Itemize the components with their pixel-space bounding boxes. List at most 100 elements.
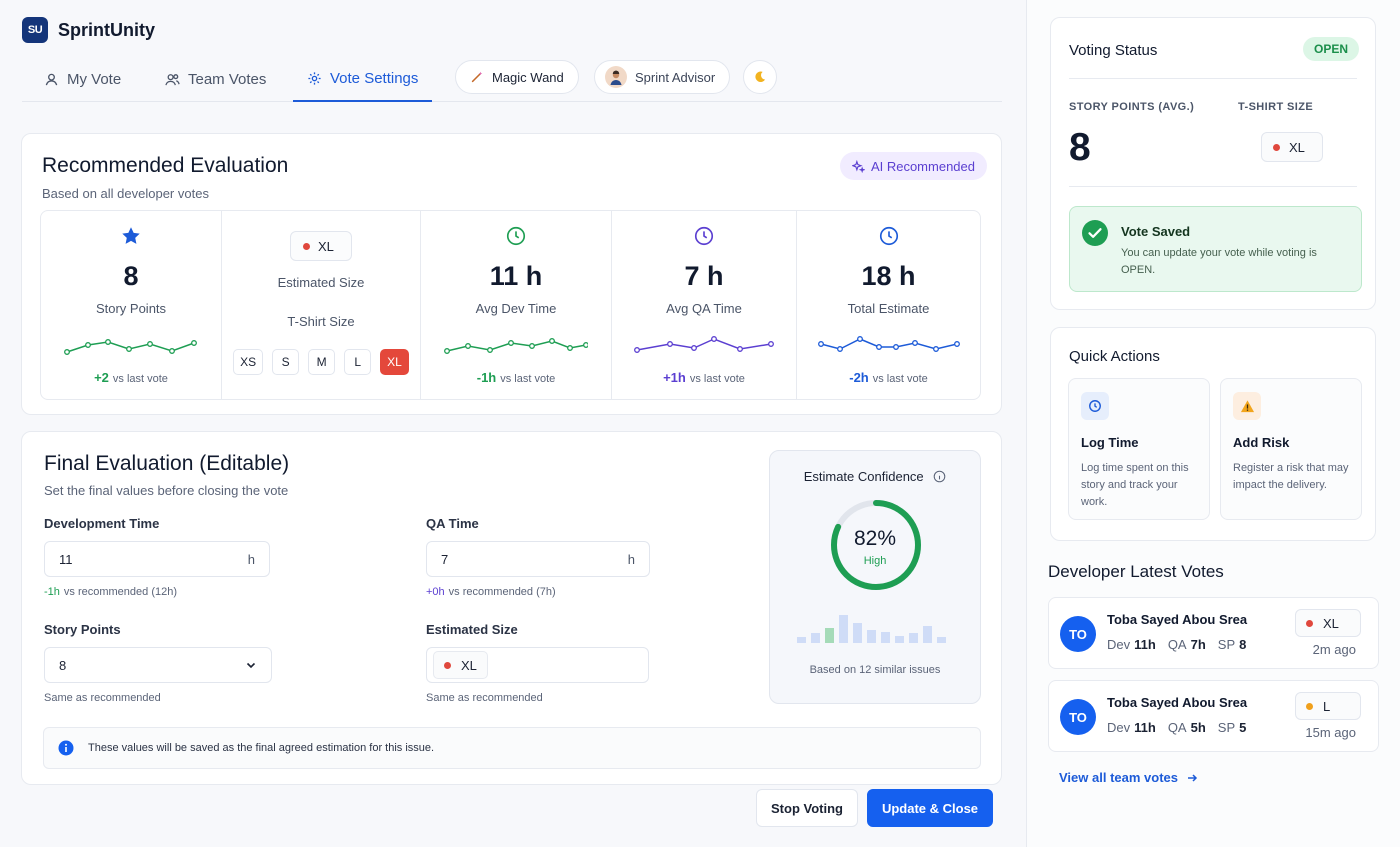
estimate-confidence-panel: Estimate Confidence 82% High Based on (769, 450, 981, 704)
add-risk-icon-wrap (1233, 392, 1261, 420)
ai-recommended-label: AI Recommended (870, 158, 975, 174)
confidence-title: Estimate Confidence (770, 469, 980, 484)
status-size-value: XL (1289, 139, 1305, 155)
info-icon (58, 740, 74, 756)
add-risk-action[interactable]: Add Risk Register a risk that may impact… (1220, 378, 1362, 520)
metric-estimated-size: XL Estimated Size T-Shirt Size XS S M L … (222, 211, 421, 399)
developer-vote-item[interactable]: TO Toba Sayed Abou Srea Dev 11h QA 5h SP 5 … (1048, 680, 1379, 752)
qa-time-input[interactable]: 7 h (426, 541, 650, 577)
tab-team-votes[interactable]: Team Votes (165, 56, 266, 102)
dev-estimate: Dev 11h (1107, 720, 1156, 735)
developer-votes-title: Developer Latest Votes (1048, 562, 1224, 581)
status-badge: OPEN (1302, 37, 1359, 61)
total-estimate-delta: -2h vs last vote (797, 370, 980, 385)
main-panel: SU SprintUnity My Vote Team Votes Vote S… (21, 17, 1002, 827)
ai-recommended-badge: AI Recommended (839, 152, 987, 180)
advisor-avatar (605, 66, 627, 88)
confidence-value: 82% (853, 527, 897, 550)
log-time-action[interactable]: Log Time Log time spent on this story an… (1068, 378, 1210, 520)
story-points-delta-text: vs last vote (112, 373, 168, 385)
tab-bar: My Vote Team Votes Vote Settings (22, 56, 1002, 102)
avg-qa-time-delta-value: +1h (663, 370, 686, 385)
metric-total-estimate: 18 h Total Estimate -2h vs last vote (797, 211, 980, 399)
info-banner: These values will be saved as the final … (43, 727, 981, 769)
magic-wand-button[interactable]: Magic Wand (455, 60, 579, 94)
dev-estimate: Dev 11h (1107, 637, 1156, 652)
gear-icon (308, 71, 321, 85)
stop-voting-button[interactable]: Stop Voting (756, 789, 858, 827)
check-circle-icon (1082, 220, 1108, 246)
confidence-note: Based on 12 similar issues (809, 664, 941, 676)
avg-dev-time-delta-text: vs last vote (500, 373, 556, 385)
size-option-xs[interactable]: XS (233, 349, 264, 375)
tab-vote-settings[interactable]: Vote Settings (293, 56, 433, 102)
total-estimate-sparkline (817, 336, 960, 352)
voter-name: Toba Sayed Abou Srea (1107, 695, 1248, 710)
size-chip-label: XL (318, 238, 334, 254)
tab-label: My Vote (67, 70, 122, 88)
estimated-size-tag: XL (433, 651, 488, 679)
size-option-xl[interactable]: XL (380, 349, 409, 375)
total-estimate-delta-value: -2h (849, 370, 869, 385)
sp-avg-label: STORY POINTS (AVG.) (1069, 101, 1195, 113)
avg-dev-time-value: 11 h (489, 261, 543, 291)
dev-time-input[interactable]: 11 h (44, 541, 270, 577)
confidence-title-text: Estimate Confidence (803, 469, 924, 484)
size-options: XS S M L XL (222, 349, 420, 375)
view-all-votes-link[interactable]: View all team votes (1059, 770, 1198, 785)
avg-qa-time-delta: +1h vs last vote (612, 370, 796, 385)
user-icon (45, 73, 58, 85)
users-icon (165, 73, 180, 85)
tab-label: Vote Settings (330, 69, 419, 87)
log-time-desc: Log time spent on this story and track y… (1081, 462, 1189, 508)
size-dot (1306, 702, 1313, 710)
estimated-size-field-label: Estimated Size (426, 622, 518, 637)
size-option-s[interactable]: S (272, 349, 300, 375)
estimated-size-hint: Same as recommended (426, 692, 543, 704)
avatar: TO (1060, 699, 1096, 735)
recommended-subtitle: Based on all developer votes (42, 186, 209, 201)
confidence-level: High (863, 555, 887, 567)
status-size-chip: XL (1261, 132, 1323, 162)
recommended-title: Recommended Evaluation (42, 154, 289, 177)
avg-dev-time-delta-value: -1h (476, 370, 497, 385)
log-time-title: Log Time (1081, 435, 1139, 450)
sparkle-icon (851, 159, 865, 173)
update-close-button[interactable]: Update & Close (867, 789, 993, 827)
estimated-size-select[interactable]: XL (426, 647, 649, 683)
vote-saved-alert: Vote Saved You can update your vote whil… (1069, 206, 1362, 292)
vote-saved-title: Vote Saved (1121, 224, 1191, 239)
tab-label: Team Votes (188, 70, 267, 88)
warning-icon (1240, 399, 1254, 412)
total-estimate-value: 18 h (861, 261, 916, 291)
sp-estimate: SP 5 (1217, 720, 1247, 735)
avg-qa-time-value: 7 h (684, 261, 724, 291)
metric-story-points: 8 Story Points +2 vs last vote (41, 211, 222, 399)
developer-vote-item[interactable]: TO Toba Sayed Abou Srea Dev 11h QA 7h SP 8 … (1048, 597, 1379, 669)
size-option-l[interactable]: L (344, 349, 372, 375)
info-outline-icon[interactable] (933, 470, 946, 483)
story-points-select[interactable]: 8 (44, 647, 272, 683)
vote-size-chip: L (1295, 692, 1361, 720)
qa-time-hint-text: vs recommended (7h) (448, 586, 556, 598)
sprint-advisor-button[interactable]: Sprint Advisor (594, 60, 731, 94)
voter-name: Toba Sayed Abou Srea (1107, 612, 1248, 627)
total-estimate-delta-text: vs last vote (872, 373, 928, 385)
qa-estimate: QA 5h (1167, 720, 1206, 735)
star-icon (122, 227, 140, 244)
arrow-right-icon (1188, 773, 1198, 782)
tab-my-vote[interactable]: My Vote (44, 56, 121, 102)
confidence-arc (831, 500, 921, 590)
dev-time-hint: -1h vs recommended (12h) (44, 586, 177, 598)
info-text: These values will be saved as the final … (88, 742, 435, 754)
voting-status-title: Voting Status (1069, 42, 1158, 59)
app-logo: SU (22, 17, 48, 43)
dev-time-hint-text: vs recommended (12h) (63, 586, 178, 598)
theme-toggle-button[interactable] (743, 60, 777, 94)
divider (1069, 186, 1357, 187)
size-dot (1273, 143, 1280, 151)
story-points-hint: Same as recommended (44, 692, 161, 704)
metrics-grid: 8 Story Points +2 vs last vote XL Estimat… (40, 210, 981, 400)
similar-issues-histogram (797, 615, 946, 643)
size-option-m[interactable]: M (308, 349, 336, 375)
